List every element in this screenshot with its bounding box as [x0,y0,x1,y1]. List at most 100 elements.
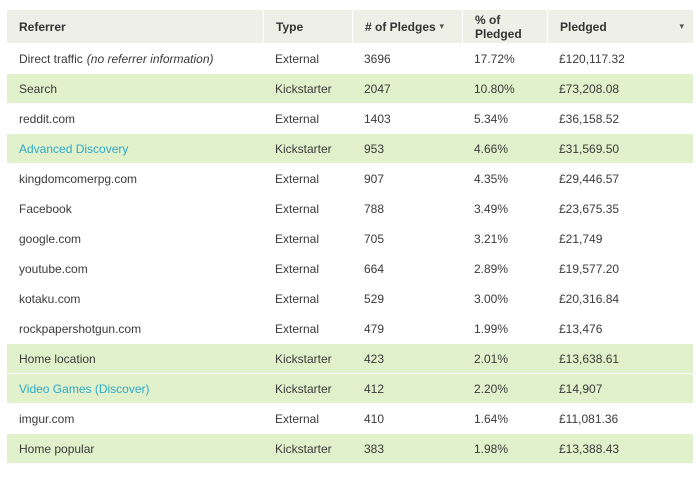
pledged-cell: £31,569.50 [559,141,620,156]
referrer-cell: kingdomcomerpg.com [7,164,263,193]
referrer-link[interactable]: Advanced Discovery [19,141,129,156]
table-row: kotaku.com External 529 3.00% £20,316.84 [7,283,693,313]
table-row: Facebook External 788 3.49% £23,675.35 [7,193,693,223]
type-cell: External [275,231,320,246]
referrer-text: Search [19,81,58,96]
referrer-text: imgur.com [19,411,75,426]
num-pledges-cell: 953 [364,141,385,156]
type-cell: External [275,291,320,306]
pct-pledged-cell: 4.66% [474,141,509,156]
referrer-cell: google.com [7,224,263,253]
pledged-cell: £14,907 [559,381,603,396]
pct-pledged-cell: 2.20% [474,381,509,396]
column-header-num-pledges-label: # of Pledges [365,19,436,34]
pct-pledged-cell: 1.99% [474,321,509,336]
table-row: Direct traffic (no referrer information) E… [7,43,693,73]
type-cell: Kickstarter [275,81,332,96]
pct-pledged-cell: 4.35% [474,171,509,186]
table-row: reddit.com External 1403 5.34% £36,158.52 [7,103,693,133]
referrer-cell: Search [7,74,263,103]
pct-pledged-cell: 2.89% [474,261,509,276]
referrer-cell: Home location [7,344,263,373]
table-row: Home popular Kickstarter 383 1.98% £13,388.4… [7,433,693,463]
table-row: Search Kickstarter 2047 10.80% £73,208.08 [7,73,693,103]
type-cell: External [275,171,320,186]
referrer-text: Home location [19,351,96,366]
referrer-text: google.com [19,231,82,246]
referrer-text: Direct traffic [19,51,83,66]
table-row: imgur.com External 410 1.64% £11,081.36 [7,403,693,433]
pct-pledged-cell: 17.72% [474,51,515,66]
pct-pledged-cell: 3.49% [474,201,509,216]
referrers-table: Referrer Type # of Pledges ▾ % of Pledge… [7,10,693,463]
referrer-text: youtube.com [19,261,88,276]
referrer-cell: rockpapershotgun.com [7,314,263,343]
table-body: Direct traffic (no referrer information) E… [7,43,693,463]
num-pledges-cell: 410 [364,411,385,426]
referrer-cell: Video Games (Discover) [7,374,263,403]
table-row: rockpapershotgun.com External 479 1.99% £13,… [7,313,693,343]
table-row: Advanced Discovery Kickstarter 953 4.66% £31… [7,133,693,163]
pledged-cell: £23,675.35 [559,201,620,216]
column-header-num-pledges[interactable]: # of Pledges ▾ [352,10,462,43]
type-cell: External [275,201,320,216]
column-header-type-label: Type [276,19,304,34]
referrer-cell: Direct traffic (no referrer information) [7,44,263,73]
column-header-pledged-label: Pledged [560,19,607,34]
num-pledges-cell: 383 [364,441,385,456]
referrer-note: (no referrer information) [86,51,214,66]
num-pledges-cell: 788 [364,201,385,216]
type-cell: Kickstarter [275,351,332,366]
sort-arrow-icon[interactable]: ▾ [439,21,444,31]
type-cell: Kickstarter [275,141,332,156]
referrer-text: kotaku.com [19,291,81,306]
num-pledges-cell: 1403 [364,111,391,126]
type-cell: External [275,411,320,426]
pledged-cell: £20,316.84 [559,291,620,306]
type-cell: External [275,111,320,126]
referrer-text: rockpapershotgun.com [19,321,142,336]
column-header-pct-pledged: % of Pledged [462,10,547,43]
pct-pledged-cell: 1.98% [474,441,509,456]
referrer-cell: Facebook [7,194,263,223]
pct-pledged-cell: 5.34% [474,111,509,126]
pct-pledged-cell: 2.01% [474,351,509,366]
type-cell: External [275,321,320,336]
num-pledges-cell: 3696 [364,51,391,66]
pledged-cell: £13,476 [559,321,603,336]
column-header-referrer: Referrer [7,10,263,43]
pct-pledged-cell: 3.21% [474,231,509,246]
num-pledges-cell: 529 [364,291,385,306]
pct-pledged-cell: 1.64% [474,411,509,426]
type-cell: External [275,51,320,66]
pledged-cell: £29,446.57 [559,171,620,186]
pledged-cell: £36,158.52 [559,111,620,126]
pct-pledged-cell: 3.00% [474,291,509,306]
pledged-cell: £120,117.32 [559,51,625,66]
num-pledges-cell: 423 [364,351,385,366]
table-row: Video Games (Discover) Kickstarter 412 2.20… [7,373,693,403]
num-pledges-cell: 479 [364,321,385,336]
pct-pledged-cell: 10.80% [474,81,515,96]
column-header-pledged[interactable]: Pledged ▾ [547,10,693,43]
referrer-cell: Home popular [7,434,263,463]
column-header-type: Type [263,10,352,43]
referrer-text: reddit.com [19,111,76,126]
table-row: google.com External 705 3.21% £21,749 [7,223,693,253]
type-cell: Kickstarter [275,441,332,456]
table-row: youtube.com External 664 2.89% £19,577.20 [7,253,693,283]
referrer-text: kingdomcomerpg.com [19,171,138,186]
column-header-referrer-label: Referrer [19,19,66,34]
sort-arrow-icon[interactable]: ▾ [679,21,684,31]
referrer-text: Facebook [19,201,72,216]
pledged-cell: £13,638.61 [559,351,620,366]
pledged-cell: £19,577.20 [559,261,620,276]
num-pledges-cell: 2047 [364,81,391,96]
pledged-cell: £73,208.08 [559,81,620,96]
column-header-pct-pledged-label: % of Pledged [475,12,522,41]
table-row: kingdomcomerpg.com External 907 4.35% £29,44… [7,163,693,193]
referrer-cell: reddit.com [7,104,263,133]
referrer-cell: Advanced Discovery [7,134,263,163]
referrer-link[interactable]: Video Games (Discover) [19,381,150,396]
num-pledges-cell: 705 [364,231,385,246]
